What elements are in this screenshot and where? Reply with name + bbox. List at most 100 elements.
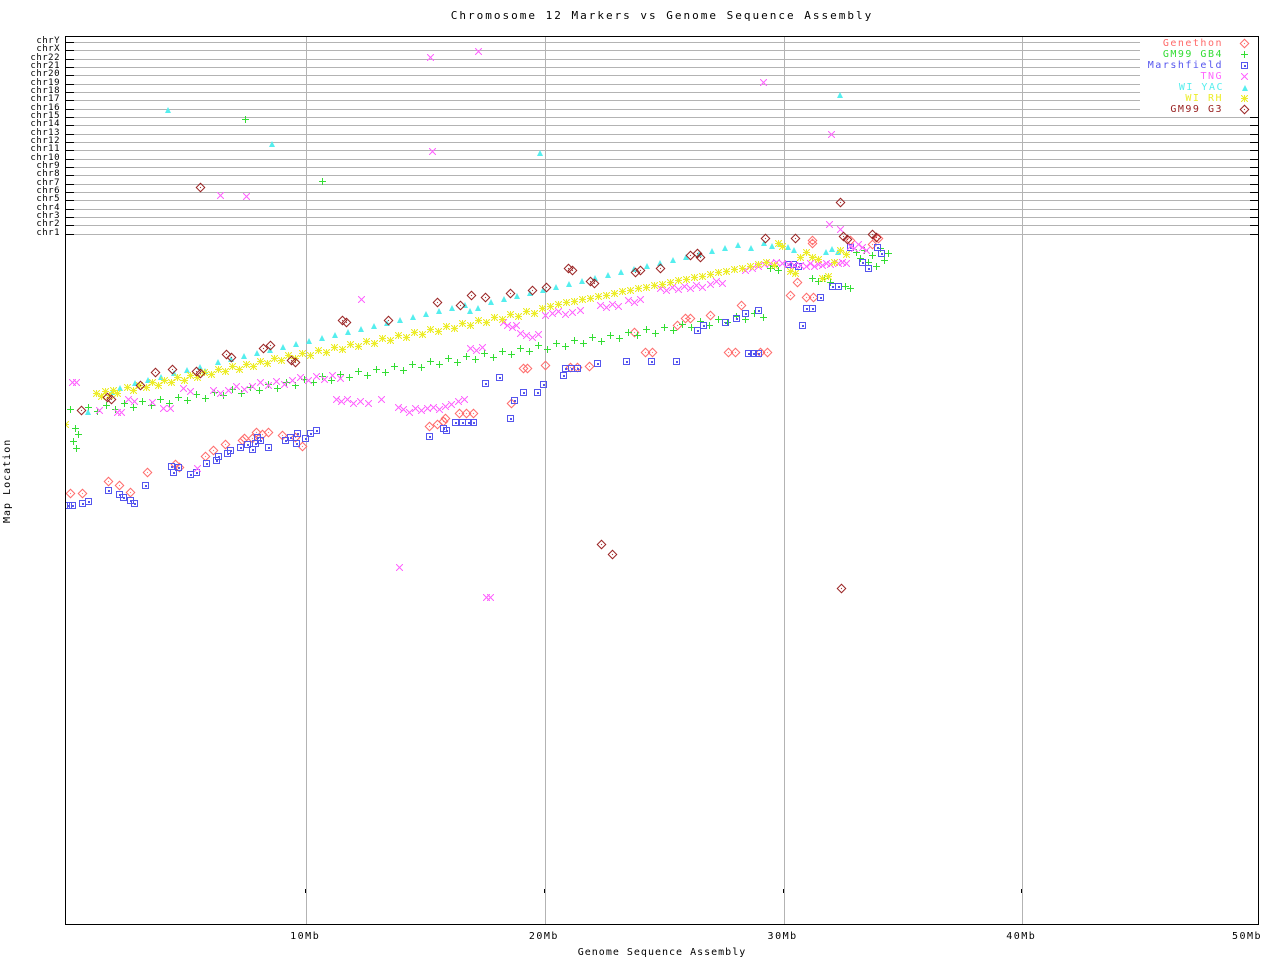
marker-wirh [387,337,394,344]
chromosome-line-chr5 [66,200,1258,202]
marker-tng [473,347,480,354]
marker-wirh [775,240,782,247]
marker-tng [396,564,403,571]
marker-gm99gb4 [373,366,380,373]
marker-tng [297,374,304,381]
marker-tng [400,406,407,413]
marker-gm99gb4 [661,324,668,331]
marker-genethon [66,488,76,499]
y-tick-label-chr1: chr1 [36,227,60,238]
marker-wiyac [371,323,377,329]
marker-tng [760,79,767,86]
y-tick [66,158,74,160]
marker-tng [803,263,810,270]
marker-wiyac [132,380,138,386]
marker-wiyac [145,377,151,383]
legend-row-wirh: WI RH [1148,93,1254,104]
marker-gm99gb4 [697,318,704,325]
y-tick [66,108,74,110]
marker-wirh [124,384,131,391]
marker-wirh [208,371,215,378]
marker-tng [707,281,714,288]
marker-tng [811,263,818,270]
marker-wirh [149,379,156,386]
marker-wirh [371,340,378,347]
chromosome-line-chr16 [66,108,1258,110]
marker-gm99gb4 [751,310,758,317]
marker-tng [859,244,866,251]
y-tick [1250,116,1258,118]
marker-gm99gb4 [157,396,164,403]
marker-wirh [395,332,402,339]
y-tick [66,91,74,93]
marker-wirh [491,314,498,321]
marker-wirh [507,311,514,318]
marker-wiyac [618,269,624,275]
y-tick [1250,125,1258,127]
marker-wirh [187,372,194,379]
marker-gm99g3 [466,290,477,301]
marker-gm99gb4 [526,348,533,355]
y-tick [66,83,74,85]
marker-wirh [809,254,816,261]
marker-tng [597,302,604,309]
marker-wiyac [605,272,611,278]
marker-gm99gb4 [256,387,263,394]
marker-wirh [110,387,117,394]
x-tick [543,889,545,893]
marker-gm99gb4 [589,334,596,341]
marker-marshfield [865,265,872,272]
marker-wiyac [722,245,728,251]
marker-wirh [547,303,554,310]
y-tick [66,175,74,177]
marker-tng [418,407,425,414]
y-tick-label-chr9: chr9 [36,160,60,171]
y-tick [1250,233,1258,235]
marker-wiyac [592,275,598,281]
chromosome-line-chr14 [66,125,1258,127]
marker-wiyac [735,242,741,248]
marker-wirh [257,358,264,365]
x-tick-label-20mb: 20Mb [528,931,559,942]
marker-tng [657,285,664,292]
marker-marshfield [507,415,514,422]
y-tick [66,50,74,52]
marker-tng [257,379,264,386]
marker-wiyac [791,247,797,253]
marker-wirh [627,287,634,294]
marker-wirh [379,335,386,342]
marker-marshfield [623,358,630,365]
marker-tng [194,465,201,472]
legend-label-wirh: WI RH [1185,93,1223,104]
marker-wiyac [171,370,177,376]
marker-tng [475,48,482,55]
marker-gm99gb4 [733,313,740,320]
y-tick [1250,141,1258,143]
marker-tng [719,280,726,287]
marker-wirh [831,259,838,266]
marker-gm99gb4 [238,390,245,397]
marker-tng [131,398,138,405]
marker-gm99g3 [836,583,847,594]
chromosome-line-chr15 [66,116,1258,118]
marker-tng [350,400,357,407]
marker-wirh [250,363,257,370]
y-tick [66,150,74,152]
marker-tng [577,307,584,314]
chromosome-line-chr19 [66,83,1258,85]
marker-tng [843,260,850,267]
marker-tng [713,278,720,285]
x-tick-label-10mb: 10Mb [290,931,321,942]
marker-wirh [243,361,250,368]
legend-label-gm99gb4: GM99 GB4 [1162,49,1223,60]
y-tick-label-chrX: chrX [36,44,60,55]
marker-tng [424,405,431,412]
marker-marshfield [594,360,601,367]
marker-wiyac [488,299,494,305]
marker-marshfield [722,319,729,326]
marker-wirh [299,350,306,357]
marker-wirh [215,366,222,373]
marker-tng [448,401,455,408]
marker-tng [479,344,486,351]
